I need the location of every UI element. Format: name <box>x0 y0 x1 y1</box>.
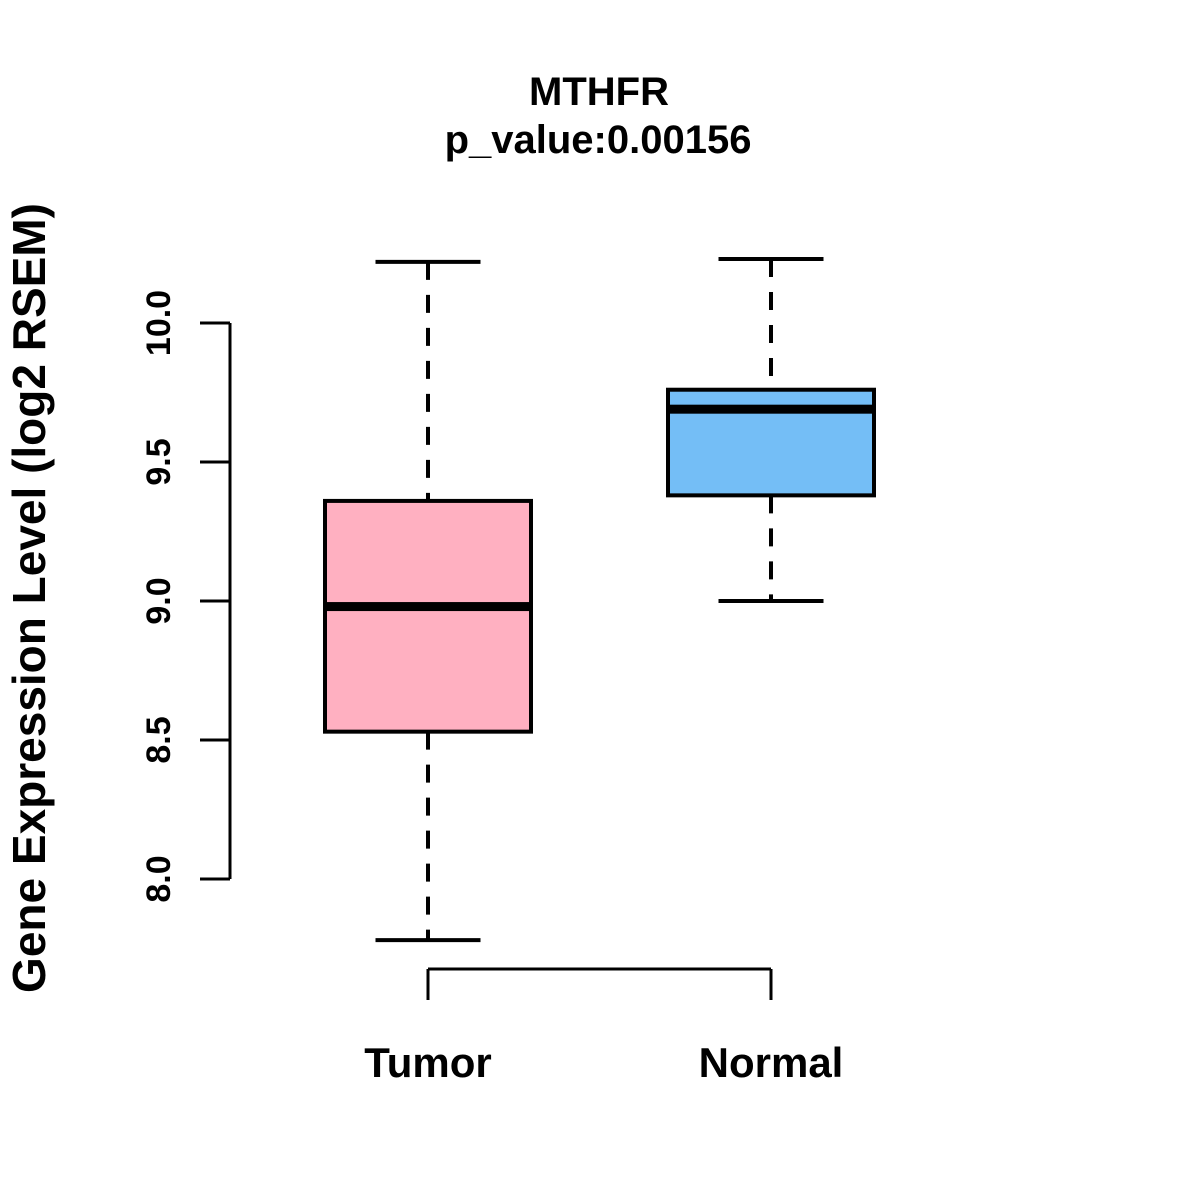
y-tick-label-8.0: 8.0 <box>140 855 178 902</box>
y-tick-label-9.0: 9.0 <box>140 577 178 624</box>
y-axis-title: Gene Expression Level (log2 RSEM) <box>3 203 55 993</box>
x-label-tumor: Tumor <box>364 1039 492 1086</box>
y-axis: 8.0 8.5 9.0 9.5 10.0 <box>140 290 232 903</box>
x-label-normal: Normal <box>699 1039 844 1086</box>
y-tick-label-8.5: 8.5 <box>140 716 178 763</box>
y-tick-label-9.5: 9.5 <box>140 438 178 485</box>
tumor-iqr-box <box>323 498 533 734</box>
chart-title: MTHFR <box>529 70 669 114</box>
normal-median-line <box>668 404 874 414</box>
tumor-median-line <box>325 602 531 612</box>
chart-subtitle: p_value:0.00156 <box>445 118 752 162</box>
y-tick-label-10.0: 10.0 <box>140 290 178 356</box>
box-group <box>323 257 876 943</box>
x-axis: Tumor Normal <box>364 967 844 1086</box>
tumor-boxplot <box>323 259 533 943</box>
normal-boxplot <box>666 257 876 603</box>
